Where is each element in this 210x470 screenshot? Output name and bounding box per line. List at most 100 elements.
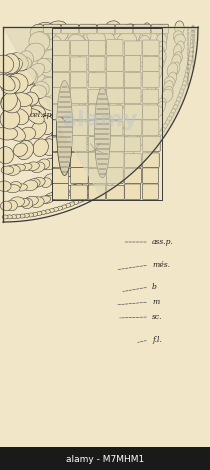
Ellipse shape	[123, 92, 133, 103]
Ellipse shape	[97, 140, 103, 145]
FancyBboxPatch shape	[88, 169, 106, 183]
Ellipse shape	[102, 140, 114, 151]
Ellipse shape	[133, 160, 138, 165]
Ellipse shape	[95, 125, 105, 135]
Ellipse shape	[178, 93, 182, 99]
FancyBboxPatch shape	[71, 88, 87, 103]
Ellipse shape	[1, 92, 17, 111]
FancyBboxPatch shape	[71, 153, 88, 167]
Ellipse shape	[114, 133, 125, 144]
Ellipse shape	[174, 52, 182, 64]
FancyBboxPatch shape	[125, 88, 141, 103]
Ellipse shape	[115, 63, 133, 82]
Ellipse shape	[175, 21, 184, 35]
Ellipse shape	[71, 164, 83, 175]
Ellipse shape	[50, 69, 68, 81]
Text: més.: més.	[152, 261, 170, 269]
Ellipse shape	[21, 198, 33, 209]
Ellipse shape	[81, 135, 92, 146]
FancyBboxPatch shape	[88, 121, 105, 135]
Ellipse shape	[0, 74, 15, 91]
Ellipse shape	[149, 108, 159, 121]
FancyBboxPatch shape	[52, 184, 69, 199]
Ellipse shape	[164, 77, 175, 88]
Ellipse shape	[65, 204, 71, 208]
Ellipse shape	[84, 195, 90, 199]
Ellipse shape	[138, 53, 145, 65]
Ellipse shape	[153, 66, 162, 80]
Ellipse shape	[7, 73, 28, 93]
FancyBboxPatch shape	[88, 73, 106, 87]
FancyBboxPatch shape	[106, 152, 124, 167]
Ellipse shape	[6, 215, 12, 219]
FancyBboxPatch shape	[88, 185, 106, 199]
Ellipse shape	[86, 173, 98, 185]
Ellipse shape	[153, 138, 158, 143]
Ellipse shape	[69, 93, 89, 105]
Ellipse shape	[105, 163, 115, 174]
Ellipse shape	[89, 172, 102, 183]
Ellipse shape	[116, 57, 133, 69]
Ellipse shape	[167, 116, 172, 122]
Ellipse shape	[120, 24, 140, 44]
Ellipse shape	[57, 80, 73, 175]
Ellipse shape	[130, 78, 140, 89]
Ellipse shape	[104, 117, 116, 129]
Ellipse shape	[77, 199, 83, 203]
Ellipse shape	[167, 63, 178, 78]
Ellipse shape	[148, 144, 153, 150]
Ellipse shape	[11, 164, 26, 172]
Ellipse shape	[75, 163, 85, 174]
Ellipse shape	[70, 65, 91, 84]
FancyBboxPatch shape	[52, 168, 68, 183]
Ellipse shape	[49, 25, 68, 42]
Ellipse shape	[15, 214, 21, 219]
Ellipse shape	[87, 80, 102, 93]
FancyBboxPatch shape	[143, 71, 159, 87]
Ellipse shape	[186, 69, 190, 74]
Ellipse shape	[31, 178, 45, 187]
Ellipse shape	[69, 202, 75, 206]
Ellipse shape	[0, 181, 11, 191]
FancyBboxPatch shape	[88, 105, 105, 119]
Ellipse shape	[187, 64, 191, 70]
Text: m: m	[152, 298, 159, 306]
Ellipse shape	[110, 180, 116, 184]
Ellipse shape	[53, 207, 59, 212]
FancyBboxPatch shape	[71, 121, 88, 135]
FancyBboxPatch shape	[125, 104, 142, 119]
Ellipse shape	[117, 129, 126, 138]
FancyBboxPatch shape	[106, 168, 123, 183]
FancyBboxPatch shape	[71, 185, 88, 199]
Ellipse shape	[101, 32, 115, 47]
FancyBboxPatch shape	[125, 41, 142, 55]
Ellipse shape	[101, 119, 111, 129]
Ellipse shape	[121, 172, 126, 177]
Ellipse shape	[68, 34, 85, 51]
FancyBboxPatch shape	[134, 24, 150, 34]
FancyBboxPatch shape	[106, 71, 124, 87]
Ellipse shape	[94, 169, 105, 179]
Ellipse shape	[10, 197, 25, 207]
Ellipse shape	[85, 121, 94, 133]
FancyBboxPatch shape	[143, 56, 159, 71]
Ellipse shape	[27, 63, 45, 79]
Ellipse shape	[25, 92, 38, 105]
Ellipse shape	[41, 195, 55, 204]
Ellipse shape	[93, 52, 112, 70]
FancyBboxPatch shape	[52, 72, 70, 87]
Text: alamy - M7MHM1: alamy - M7MHM1	[66, 454, 144, 463]
Bar	[0, 447, 210, 470]
Ellipse shape	[83, 150, 89, 155]
Text: alamy: alamy	[62, 110, 138, 130]
Ellipse shape	[159, 30, 167, 44]
Ellipse shape	[57, 206, 63, 211]
Ellipse shape	[173, 45, 182, 57]
FancyBboxPatch shape	[143, 136, 160, 151]
Text: sc.: sc.	[152, 313, 163, 321]
Ellipse shape	[121, 125, 131, 137]
Ellipse shape	[68, 156, 79, 165]
Ellipse shape	[52, 89, 67, 103]
Ellipse shape	[16, 184, 27, 191]
FancyBboxPatch shape	[52, 87, 70, 103]
